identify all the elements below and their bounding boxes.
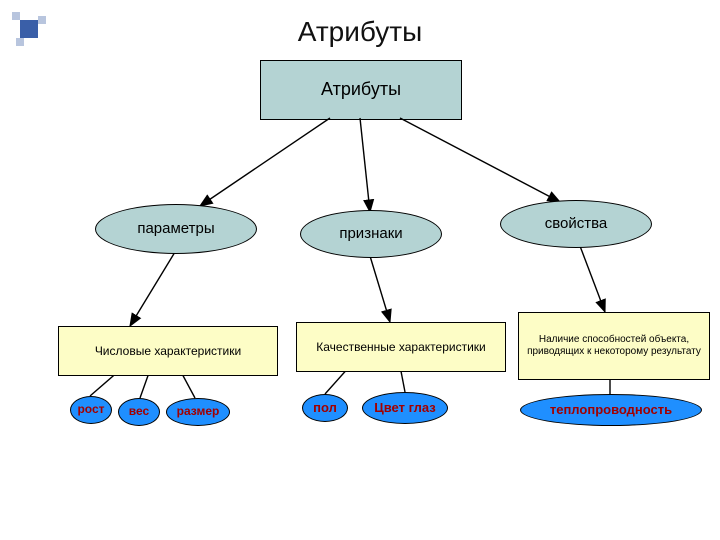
leaf-node-label: рост — [77, 403, 104, 416]
edge — [580, 246, 605, 312]
mid-node-signs: признаки — [300, 210, 442, 258]
edge — [370, 256, 390, 322]
page-title: Атрибуты — [0, 16, 720, 48]
desc-box-d1: Числовые характеристики — [58, 326, 278, 376]
leaf-node-label: теплопроводность — [550, 403, 672, 417]
leaf-node-l4: пол — [302, 394, 348, 422]
edge — [400, 118, 560, 202]
leaf-node-label: Цвет глаз — [374, 401, 436, 415]
leaf-node-l3: размер — [166, 398, 230, 426]
root-node-label: Атрибуты — [321, 79, 401, 101]
mid-node-label: признаки — [339, 226, 402, 243]
desc-box-label: Числовые характеристики — [95, 344, 241, 358]
mid-node-label: свойства — [545, 216, 608, 233]
diagram-stage: Атрибуты Атрибуты параметры признаки свойс… — [0, 0, 720, 540]
leaf-node-label: пол — [313, 401, 337, 415]
leaf-node-l5: Цвет глаз — [362, 392, 448, 424]
desc-box-label: Наличие способностей объекта, приводящих… — [523, 334, 705, 358]
desc-box-d3: Наличие способностей объекта, приводящих… — [518, 312, 710, 380]
mid-node-props: свойства — [500, 200, 652, 248]
desc-box-label: Качественные характеристики — [316, 340, 485, 354]
leaf-node-l6: теплопроводность — [520, 394, 702, 426]
leaf-node-l1: рост — [70, 396, 112, 424]
edge — [360, 118, 370, 212]
mid-node-label: параметры — [137, 221, 214, 238]
mid-node-params: параметры — [95, 204, 257, 254]
leaf-node-l2: вес — [118, 398, 160, 426]
leaf-node-label: вес — [129, 405, 149, 418]
desc-box-d2: Качественные характеристики — [296, 322, 506, 372]
edge — [130, 252, 175, 326]
root-node: Атрибуты — [260, 60, 462, 120]
leaf-node-label: размер — [177, 405, 220, 418]
edge — [200, 118, 330, 206]
